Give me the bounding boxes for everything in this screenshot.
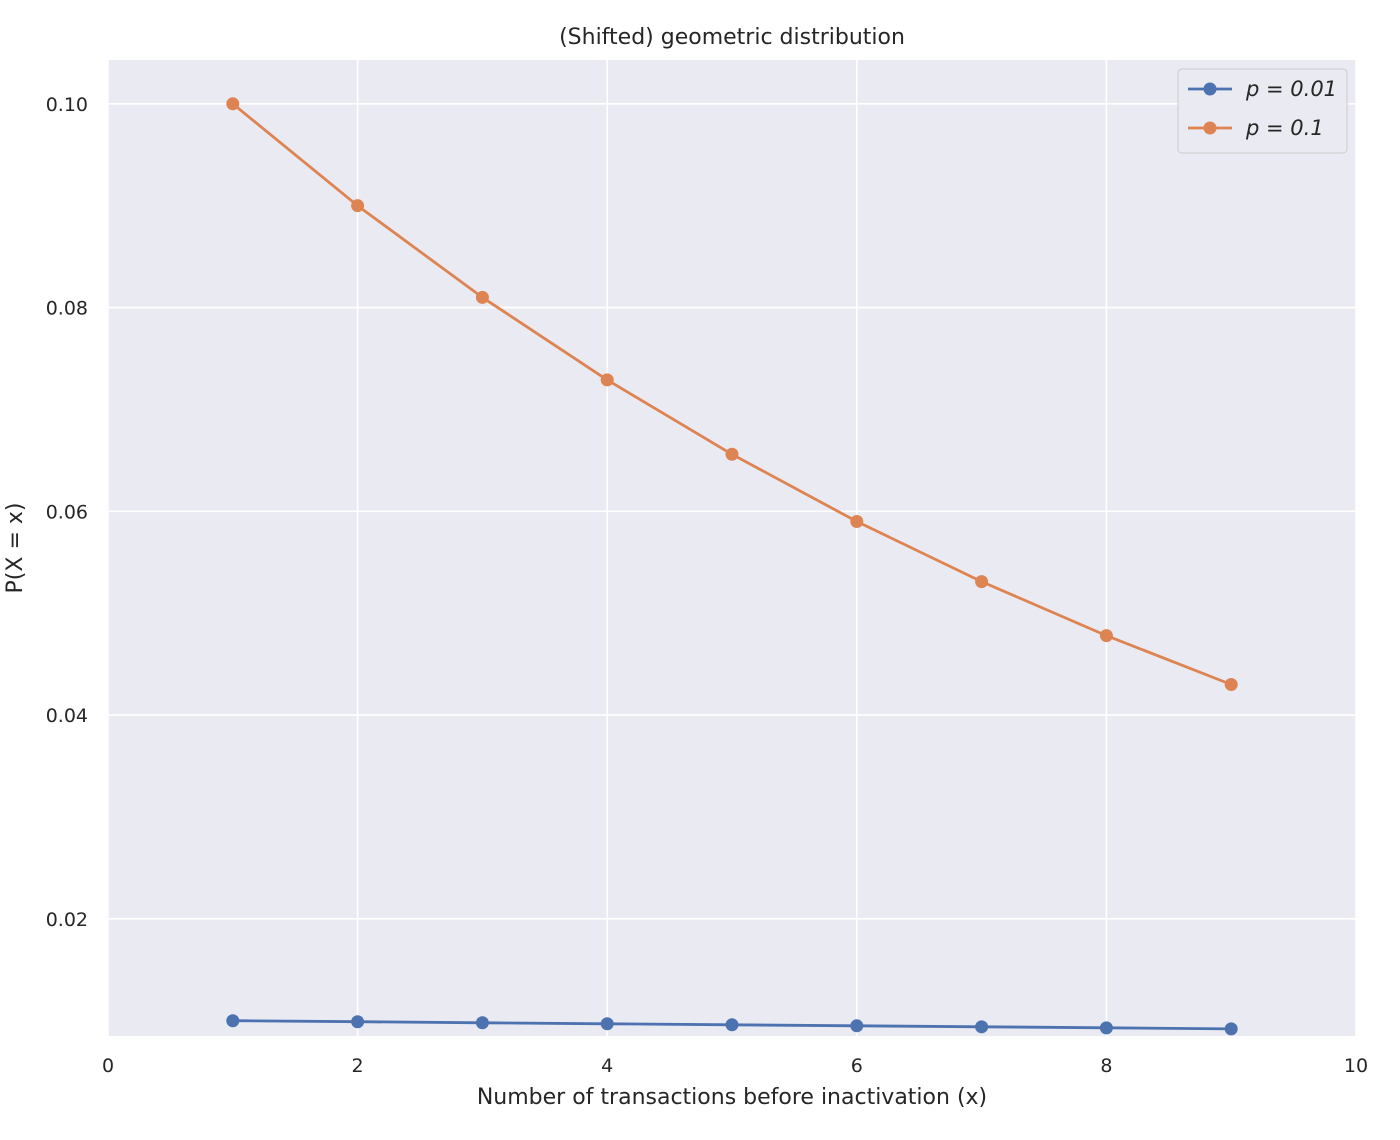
data-point	[226, 97, 240, 111]
series-p-0-01	[226, 1014, 1238, 1036]
x-tick-label: 4	[601, 1055, 613, 1077]
y-tick-label: 0.04	[46, 705, 88, 727]
x-axis-label: Number of transactions before inactivati…	[477, 1085, 987, 1110]
plot-area	[108, 60, 1356, 1036]
y-axis-label: P(X = x)	[3, 503, 28, 594]
legend-marker	[1203, 82, 1217, 96]
data-point	[1099, 629, 1113, 643]
chart-title: (Shifted) geometric distribution	[559, 25, 905, 50]
legend-label: p = 0.1	[1245, 116, 1324, 140]
y-tick-label: 0.10	[46, 94, 88, 116]
legend-label: p = 0.01	[1245, 77, 1337, 101]
data-point	[600, 373, 614, 387]
data-point	[226, 1014, 240, 1028]
data-point	[725, 447, 739, 461]
y-tick-label: 0.08	[46, 298, 88, 320]
data-point	[850, 515, 864, 529]
data-point	[975, 575, 989, 589]
data-point	[850, 1019, 864, 1033]
data-point	[475, 1016, 489, 1030]
data-point	[725, 1018, 739, 1032]
y-tick-label: 0.02	[46, 909, 88, 931]
x-tick-label: 6	[851, 1055, 863, 1077]
y-tick-labels: 0.02 0.04 0.06 0.08 0.10	[46, 94, 88, 931]
x-tick-label: 10	[1344, 1055, 1368, 1077]
legend-marker	[1203, 121, 1217, 135]
data-point	[975, 1020, 989, 1034]
data-point	[1224, 678, 1238, 692]
x-tick-label: 0	[102, 1055, 114, 1077]
data-point	[600, 1017, 614, 1031]
series-p-0-1	[226, 97, 1238, 692]
y-tick-label: 0.06	[46, 501, 88, 523]
data-point	[351, 199, 365, 213]
x-tick-labels: 0 2 4 6 8 10	[102, 1055, 1368, 1077]
series-layer	[226, 97, 1238, 1036]
legend: p = 0.01 p = 0.1	[1177, 68, 1348, 154]
data-point	[1099, 1021, 1113, 1035]
grid-lines	[107, 60, 1357, 1036]
data-point	[351, 1015, 365, 1029]
x-tick-label: 8	[1100, 1055, 1112, 1077]
data-point	[1224, 1022, 1238, 1036]
x-tick-label: 2	[352, 1055, 364, 1077]
data-point	[475, 290, 489, 304]
